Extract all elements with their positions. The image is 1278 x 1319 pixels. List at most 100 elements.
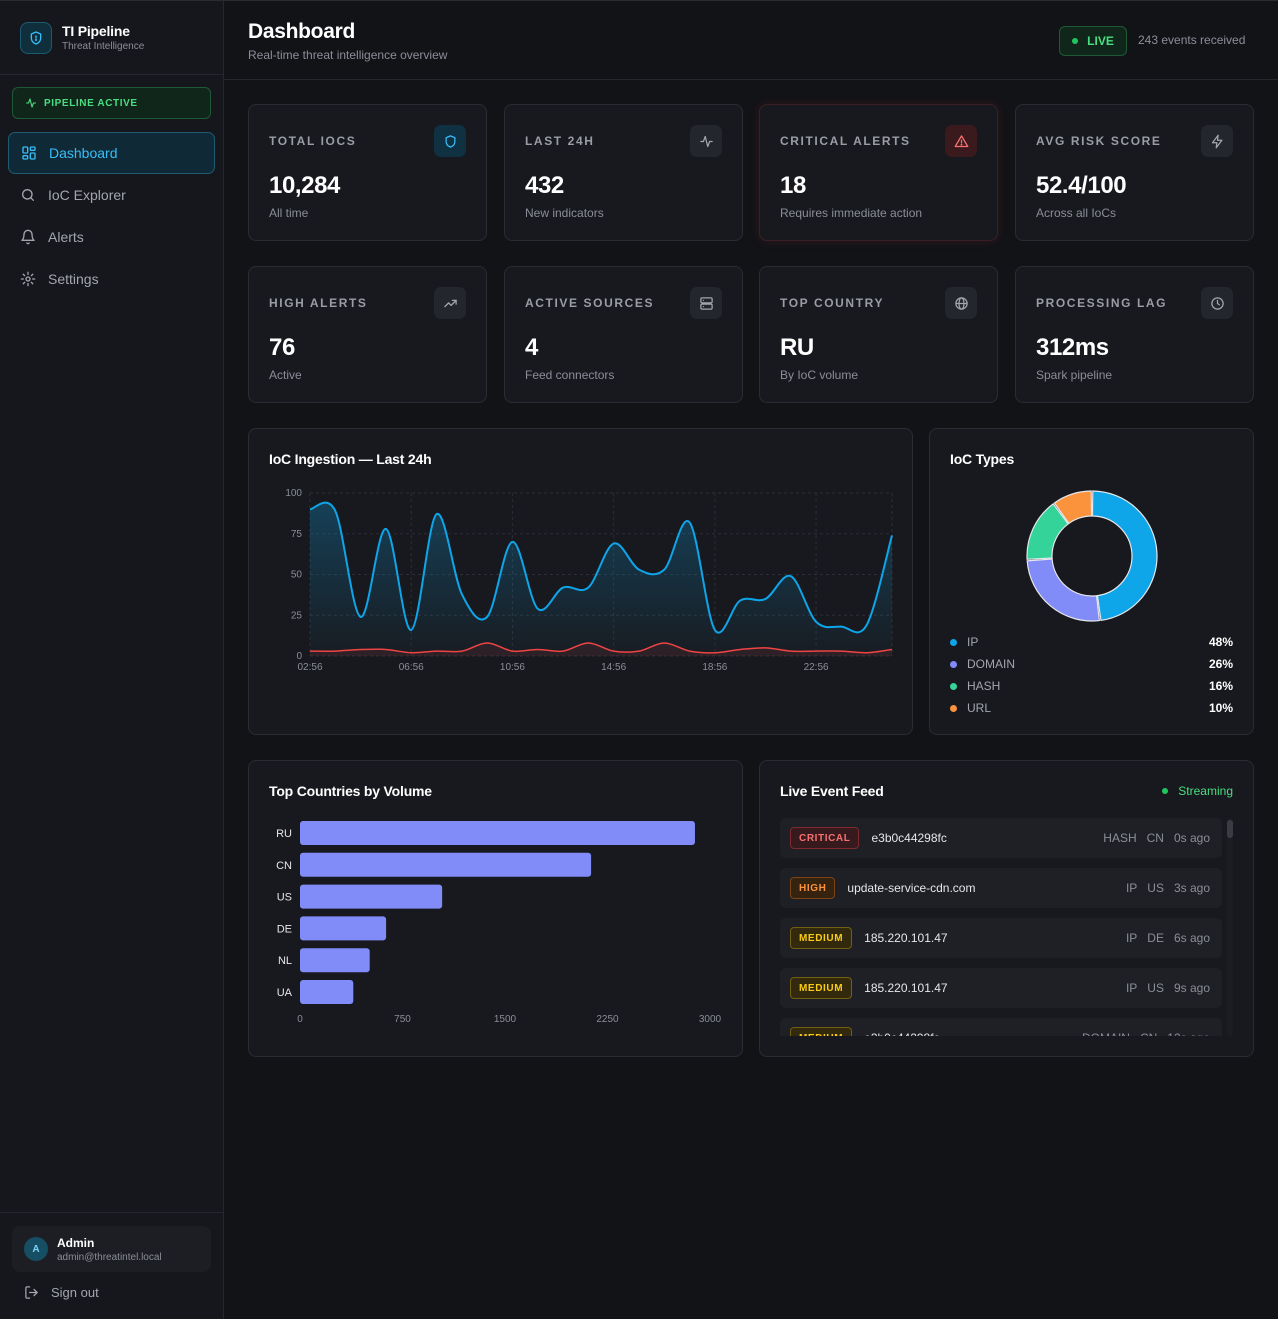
feed-scrollbar-thumb[interactable]: [1227, 820, 1233, 838]
bar: [300, 948, 370, 973]
shield-icon: [434, 125, 466, 157]
kpi-subtext: By IoC volume: [780, 368, 859, 382]
y-tick-label: 0: [296, 651, 302, 662]
brand-title: TI Pipeline: [62, 23, 130, 39]
indicator-value: e3b0c44298fc: [871, 831, 947, 845]
kpi-value: 312ms: [1036, 334, 1109, 361]
legend-swatch: [950, 682, 957, 690]
legend-swatch: [950, 660, 957, 668]
feed-row[interactable]: CRITICAL e3b0c44298fc HASH CN 0s ago: [780, 818, 1222, 858]
sidebar-item-settings[interactable]: Settings: [8, 258, 215, 300]
activity-icon: [25, 98, 37, 108]
pipeline-status-label: PIPELINE ACTIVE: [44, 97, 138, 109]
legend-item: HASH 16%: [950, 678, 1233, 694]
indicator-type: HASH: [1103, 831, 1137, 845]
lightning-icon: [1201, 125, 1233, 157]
kpi-card-top-country: TOP COUNTRY RU By IoC volume: [759, 266, 998, 403]
x-tick-label: 18:56: [702, 662, 727, 673]
feed-row[interactable]: MEDIUM 185.220.101.47 IP DE 6s ago: [780, 918, 1222, 958]
donut-slice: [1026, 558, 1101, 622]
kpi-subtext: Active: [269, 368, 302, 382]
panel-title: Live Event Feed: [780, 783, 884, 799]
series-line: [309, 642, 893, 654]
kpi-subtext: All time: [269, 206, 309, 220]
kpi-value: 10,284: [269, 172, 341, 199]
panel-title: Top Countries by Volume: [269, 783, 432, 799]
kpi-value: 52.4/100: [1036, 172, 1127, 199]
kpi-value: 432: [525, 172, 564, 199]
event-time: 6s ago: [1173, 931, 1210, 945]
indicator-value: e3b0c44298fc: [864, 1031, 1072, 1036]
donut-legend: IP 48% DOMAIN 26% HASH 16% URL 10%: [950, 634, 1233, 716]
severity-badge: MEDIUM: [790, 1027, 853, 1036]
bar-category-label: NL: [278, 955, 292, 967]
feed-row[interactable]: MEDIUM 185.220.101.47 IP US 9s ago: [780, 968, 1222, 1008]
avatar: A: [24, 1237, 48, 1261]
ioc-types-panel: IoC Types IP 48% DOMAIN 26% HASH 16% URL 10%: [929, 428, 1254, 735]
series-area: [310, 502, 892, 656]
kpi-label: CRITICAL ALERTS: [780, 134, 911, 148]
indicator-country: DE: [1147, 931, 1164, 945]
activity-icon: [690, 125, 722, 157]
live-badge: LIVE: [1059, 26, 1127, 56]
indicator-type: IP: [1125, 981, 1138, 995]
streaming-status: Streaming: [1162, 784, 1233, 798]
shield-logo-icon: [20, 21, 52, 54]
ingestion-chart-panel: IoC Ingestion — Last 24h 0 25 50 75 100 02:56…: [248, 428, 913, 735]
legend-label: DOMAIN: [967, 657, 1015, 671]
warning-icon: [945, 125, 977, 157]
kpi-label: PROCESSING LAG: [1036, 296, 1168, 310]
indicator-value: update-service-cdn.com: [847, 881, 976, 895]
kpi-subtext: Requires immediate action: [780, 206, 923, 220]
sign-out-button[interactable]: Sign out: [24, 1285, 99, 1300]
donut-slice: [1053, 490, 1093, 525]
globe-icon: [945, 287, 977, 319]
kpi-subtext: Spark pipeline: [1036, 368, 1113, 382]
pipeline-status-badge: PIPELINE ACTIVE: [12, 87, 211, 119]
indicator-country: CN: [1140, 1031, 1157, 1036]
event-time: 3s ago: [1173, 881, 1210, 895]
x-tick-label: 14:56: [601, 662, 626, 673]
series-line: [309, 501, 893, 634]
bar-category-label: CN: [276, 860, 292, 872]
ioc-types-donut-chart: [1026, 490, 1158, 622]
severity-badge: HIGH: [790, 877, 836, 899]
logout-icon: [25, 1286, 38, 1299]
sidebar-item-ioc-explorer[interactable]: IoC Explorer: [8, 174, 215, 216]
y-tick-label: 25: [291, 610, 303, 621]
bar: [300, 821, 695, 845]
bar-category-label: US: [277, 892, 292, 904]
sidebar-item-dashboard[interactable]: Dashboard: [8, 132, 215, 174]
donut-slice: [1026, 503, 1069, 560]
kpi-card-avg-risk-score: AVG RISK SCORE 52.4/100 Across all IoCs: [1015, 104, 1254, 241]
sidebar-item-alerts[interactable]: Alerts: [8, 216, 215, 258]
kpi-card-high-alerts: HIGH ALERTS 76 Active: [248, 266, 487, 403]
feed-row[interactable]: HIGH update-service-cdn.com IP US 3s ago: [780, 868, 1222, 908]
y-tick-label: 50: [291, 570, 303, 581]
severity-badge: CRITICAL: [790, 827, 860, 849]
event-feed-list[interactable]: CRITICAL e3b0c44298fc HASH CN 0s ago HIGH upda…: [780, 818, 1233, 1036]
x-tick-label: 750: [394, 1014, 411, 1025]
x-tick-label: 10:56: [500, 662, 525, 673]
ingestion-line-chart: 0 25 50 75 100 02:56 06:56 10:56 14:56 18:56 22:56: [285, 488, 893, 673]
legend-item: URL 10%: [950, 700, 1233, 716]
streaming-label: Streaming: [1178, 784, 1233, 798]
live-label: LIVE: [1087, 34, 1114, 48]
sidebar-item-label: Settings: [48, 271, 99, 287]
sidebar-footer: A Admin admin@threatintel.local Sign out: [0, 1212, 223, 1319]
brand-subtitle: Threat Intelligence: [62, 41, 145, 52]
legend-value: 26%: [1208, 657, 1233, 671]
legend-value: 48%: [1208, 635, 1233, 649]
feed-row[interactable]: MEDIUM e3b0c44298fc DOMAIN CN 12s ago: [780, 1018, 1222, 1036]
event-time: 12s ago: [1167, 1031, 1210, 1036]
feed-scrollbar[interactable]: [1227, 818, 1233, 1036]
kpi-label: HIGH ALERTS: [269, 296, 368, 310]
user-card[interactable]: A Admin admin@threatintel.local: [12, 1226, 211, 1272]
kpi-label: ACTIVE SOURCES: [525, 296, 655, 310]
severity-badge: MEDIUM: [790, 977, 853, 999]
sidebar-item-label: IoC Explorer: [48, 187, 126, 203]
indicator-value: 185.220.101.47: [864, 931, 948, 945]
x-tick-label: 1500: [494, 1014, 517, 1025]
kpi-value: RU: [780, 334, 814, 361]
user-email: admin@threatintel.local: [57, 1251, 162, 1263]
